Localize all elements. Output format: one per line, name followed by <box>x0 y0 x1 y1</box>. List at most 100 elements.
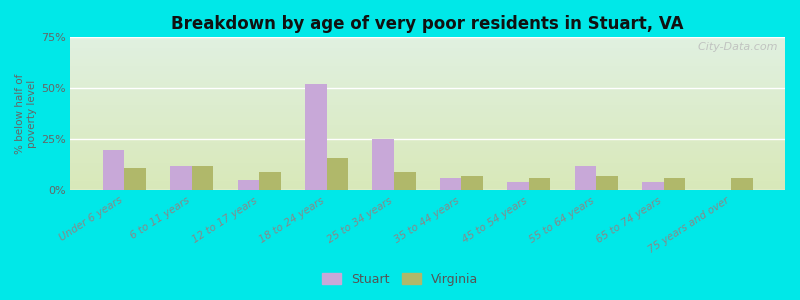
Bar <box>70 129 785 131</box>
Bar <box>70 106 785 108</box>
Bar <box>70 88 785 89</box>
Bar <box>70 62 785 63</box>
Bar <box>70 42 785 44</box>
Bar <box>70 82 785 83</box>
Bar <box>70 44 785 45</box>
Bar <box>70 174 785 175</box>
Bar <box>462 176 483 190</box>
Bar <box>70 117 785 118</box>
Bar <box>70 76 785 77</box>
Bar <box>70 152 785 154</box>
Bar <box>70 103 785 105</box>
Bar <box>70 83 785 85</box>
Bar <box>70 85 785 86</box>
Bar <box>70 40 785 42</box>
Bar <box>70 155 785 157</box>
Bar <box>70 180 785 181</box>
Bar <box>70 94 785 95</box>
Bar <box>70 109 785 111</box>
Bar <box>70 181 785 183</box>
Bar <box>70 73 785 74</box>
Bar <box>259 172 281 190</box>
Bar <box>70 132 785 134</box>
Bar <box>70 99 785 100</box>
Bar <box>238 180 259 190</box>
Bar <box>70 89 785 91</box>
Bar <box>70 177 785 178</box>
Bar <box>70 68 785 70</box>
Bar <box>70 118 785 120</box>
Bar <box>70 112 785 114</box>
Bar <box>70 188 785 189</box>
Bar <box>70 167 785 169</box>
Bar <box>70 92 785 94</box>
Text: City-Data.com: City-Data.com <box>691 42 778 52</box>
Bar <box>70 126 785 128</box>
Title: Breakdown by age of very poor residents in Stuart, VA: Breakdown by age of very poor residents … <box>171 15 684 33</box>
Bar <box>70 161 785 163</box>
Bar <box>70 184 785 186</box>
Bar <box>70 116 785 117</box>
Bar <box>70 71 785 73</box>
Bar <box>596 176 618 190</box>
Bar <box>642 182 663 190</box>
Bar <box>70 63 785 65</box>
Bar <box>70 151 785 152</box>
Bar <box>70 48 785 50</box>
Bar <box>70 135 785 137</box>
Bar <box>326 158 348 190</box>
Bar <box>70 57 785 59</box>
Bar <box>70 102 785 103</box>
Bar <box>440 178 462 190</box>
Bar <box>70 124 785 126</box>
Bar <box>70 80 785 82</box>
Bar <box>70 183 785 184</box>
Bar <box>574 166 596 190</box>
Bar <box>70 131 785 132</box>
Bar <box>70 123 785 124</box>
Bar <box>70 60 785 62</box>
Bar <box>70 54 785 56</box>
Bar <box>70 170 785 172</box>
Bar <box>70 52 785 54</box>
Bar <box>70 154 785 155</box>
Bar <box>70 163 785 164</box>
Bar <box>70 120 785 122</box>
Bar <box>70 141 785 143</box>
Bar <box>70 186 785 188</box>
Bar <box>70 108 785 109</box>
Bar <box>70 50 785 51</box>
Bar <box>70 134 785 135</box>
Legend: Stuart, Virginia: Stuart, Virginia <box>317 268 483 291</box>
Bar <box>70 56 785 57</box>
Bar <box>70 74 785 76</box>
Bar <box>529 178 550 190</box>
Bar <box>663 178 685 190</box>
Bar <box>70 160 785 161</box>
Bar <box>70 97 785 99</box>
Bar <box>70 138 785 140</box>
Bar <box>70 100 785 102</box>
Bar <box>70 175 785 177</box>
Bar <box>70 157 785 158</box>
Bar <box>70 77 785 79</box>
Bar <box>70 122 785 123</box>
Bar <box>731 178 753 190</box>
Y-axis label: % below half of
poverty level: % below half of poverty level <box>15 74 37 154</box>
Bar <box>70 95 785 97</box>
Bar <box>394 172 415 190</box>
Bar <box>70 39 785 40</box>
Bar <box>192 166 214 190</box>
Bar <box>70 178 785 180</box>
Bar <box>70 143 785 145</box>
Bar <box>70 46 785 48</box>
Bar <box>70 146 785 148</box>
Bar <box>70 164 785 166</box>
Bar <box>70 111 785 112</box>
Bar <box>70 148 785 149</box>
Bar <box>70 149 785 151</box>
Bar <box>70 140 785 141</box>
Bar <box>70 65 785 66</box>
Bar <box>373 140 394 190</box>
Bar <box>70 91 785 92</box>
